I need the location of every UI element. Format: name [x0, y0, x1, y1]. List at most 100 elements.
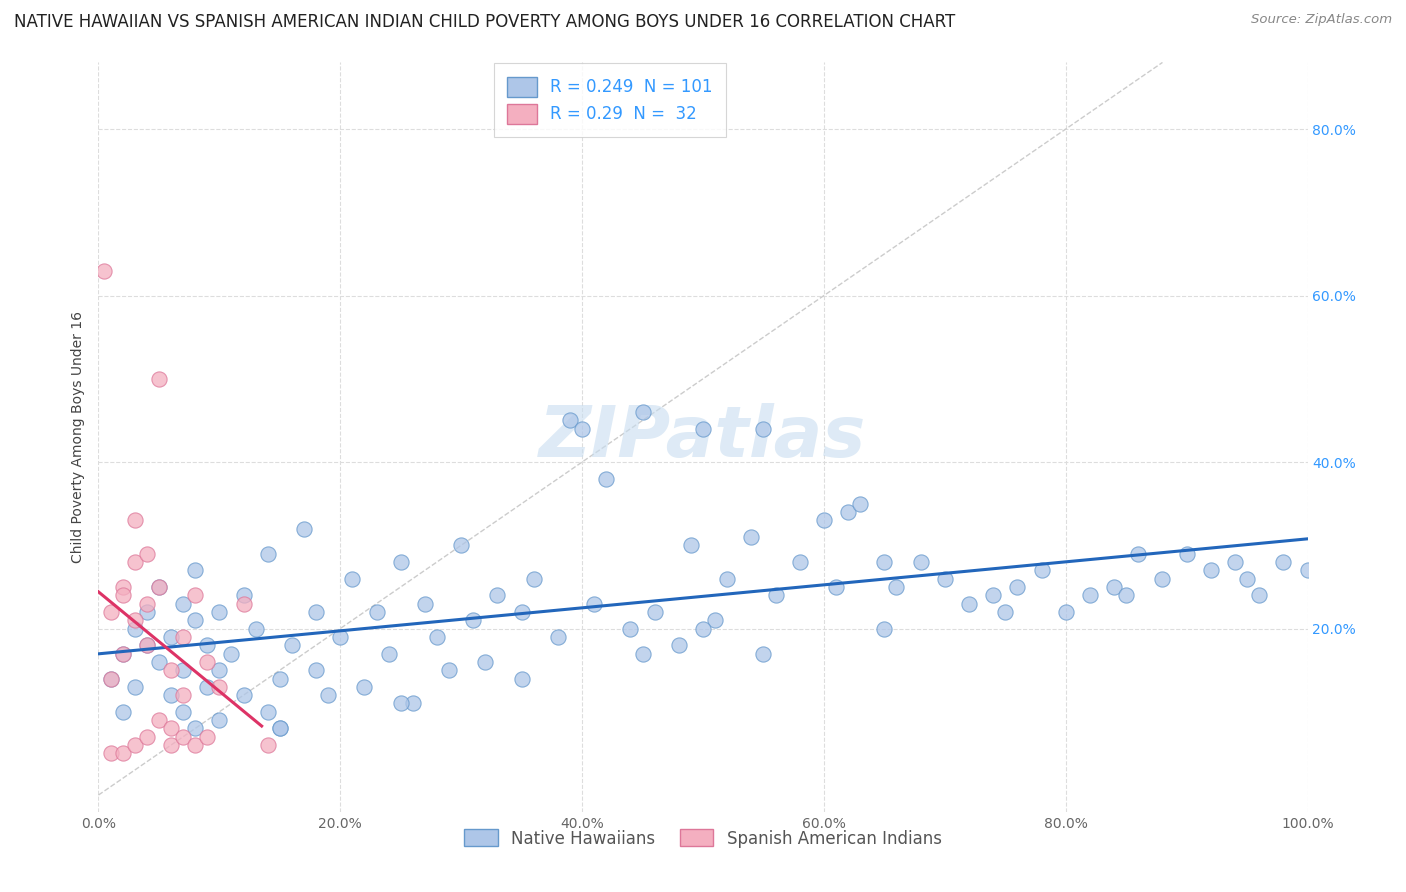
Point	[1272, 555, 1295, 569]
Point	[160, 722, 183, 736]
Point	[1199, 563, 1222, 577]
Point	[172, 630, 194, 644]
Point	[172, 730, 194, 744]
Point	[1249, 588, 1271, 602]
Point	[232, 597, 254, 611]
Point	[208, 663, 231, 677]
Point	[402, 697, 425, 711]
Point	[172, 688, 194, 702]
Point	[232, 588, 254, 602]
Point	[221, 647, 243, 661]
Point	[124, 622, 146, 636]
Point	[789, 555, 811, 569]
Point	[389, 555, 412, 569]
Point	[1054, 605, 1077, 619]
Point	[256, 738, 278, 752]
Point	[124, 680, 146, 694]
Point	[873, 555, 896, 569]
Point	[172, 663, 194, 677]
Point	[124, 513, 146, 527]
Point	[111, 647, 134, 661]
Point	[1031, 563, 1053, 577]
Point	[389, 697, 412, 711]
Point	[547, 630, 569, 644]
Point	[184, 613, 207, 627]
Point	[377, 647, 399, 661]
Point	[148, 713, 170, 727]
Point	[825, 580, 848, 594]
Y-axis label: Child Poverty Among Boys Under 16: Child Poverty Among Boys Under 16	[70, 311, 84, 563]
Point	[100, 747, 122, 761]
Point	[292, 522, 315, 536]
Point	[426, 630, 449, 644]
Point	[208, 605, 231, 619]
Point	[195, 655, 218, 669]
Point	[195, 730, 218, 744]
Point	[148, 580, 170, 594]
Point	[765, 588, 787, 602]
Point	[269, 722, 291, 736]
Point	[716, 572, 738, 586]
Point	[100, 672, 122, 686]
Point	[957, 597, 980, 611]
Point	[100, 605, 122, 619]
Point	[1102, 580, 1125, 594]
Point	[1115, 588, 1137, 602]
Point	[704, 613, 727, 627]
Point	[994, 605, 1017, 619]
Point	[813, 513, 835, 527]
Point	[124, 738, 146, 752]
Point	[692, 422, 714, 436]
Point	[160, 630, 183, 644]
Point	[1223, 555, 1246, 569]
Point	[366, 605, 388, 619]
Point	[232, 688, 254, 702]
Point	[752, 422, 775, 436]
Point	[644, 605, 666, 619]
Point	[1296, 563, 1319, 577]
Text: ZIPatlas: ZIPatlas	[540, 402, 866, 472]
Point	[281, 638, 304, 652]
Point	[269, 722, 291, 736]
Point	[135, 638, 157, 652]
Point	[111, 705, 134, 719]
Point	[474, 655, 496, 669]
Text: NATIVE HAWAIIAN VS SPANISH AMERICAN INDIAN CHILD POVERTY AMONG BOYS UNDER 16 COR: NATIVE HAWAIIAN VS SPANISH AMERICAN INDI…	[14, 13, 955, 31]
Point	[172, 705, 194, 719]
Point	[934, 572, 956, 586]
Point	[450, 538, 472, 552]
Point	[668, 638, 690, 652]
Point	[256, 547, 278, 561]
Point	[571, 422, 593, 436]
Point	[910, 555, 932, 569]
Point	[148, 580, 170, 594]
Point	[269, 672, 291, 686]
Point	[463, 613, 485, 627]
Point	[595, 472, 617, 486]
Point	[111, 647, 134, 661]
Point	[184, 722, 207, 736]
Point	[1128, 547, 1150, 561]
Point	[679, 538, 702, 552]
Point	[752, 647, 775, 661]
Point	[172, 597, 194, 611]
Point	[208, 713, 231, 727]
Point	[135, 638, 157, 652]
Point	[305, 663, 328, 677]
Point	[837, 505, 859, 519]
Point	[619, 622, 641, 636]
Point	[558, 413, 581, 427]
Point	[305, 605, 328, 619]
Point	[342, 572, 364, 586]
Point	[195, 638, 218, 652]
Point	[437, 663, 460, 677]
Point	[510, 605, 533, 619]
Point	[184, 563, 207, 577]
Point	[631, 647, 654, 661]
Point	[510, 672, 533, 686]
Point	[583, 597, 606, 611]
Point	[135, 597, 157, 611]
Point	[256, 705, 278, 719]
Point	[160, 688, 183, 702]
Point	[111, 747, 134, 761]
